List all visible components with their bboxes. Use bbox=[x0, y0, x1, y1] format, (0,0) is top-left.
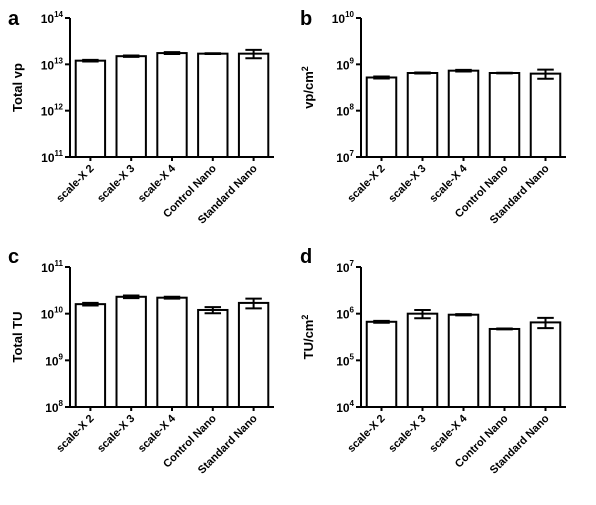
x-category-label: scale-X 3 bbox=[95, 413, 137, 455]
panel-letter: a bbox=[8, 8, 20, 30]
bar bbox=[197, 308, 229, 408]
y-tick-label: 105 bbox=[336, 352, 354, 368]
bar bbox=[156, 52, 188, 158]
y-tick-label: 1011 bbox=[41, 259, 63, 275]
error-bar bbox=[122, 54, 140, 58]
bar bbox=[74, 303, 107, 408]
bar bbox=[488, 72, 521, 158]
x-category-label: scale-X 4 bbox=[136, 162, 179, 205]
y-tick-label: 109 bbox=[45, 352, 63, 368]
error-bar bbox=[414, 308, 431, 320]
x-category-label: scale-X 4 bbox=[136, 412, 179, 455]
error-bar bbox=[245, 297, 262, 310]
bar bbox=[406, 72, 439, 158]
bar bbox=[447, 313, 480, 409]
y-tick-label: 1011 bbox=[41, 149, 63, 165]
error-bar bbox=[496, 327, 513, 331]
error-bar bbox=[414, 71, 431, 75]
x-category-label: scale-X 3 bbox=[386, 413, 428, 455]
x-category-label: scale-X 4 bbox=[427, 412, 470, 455]
bar bbox=[488, 327, 521, 409]
error-bar bbox=[163, 51, 181, 56]
error-bar bbox=[373, 75, 390, 80]
y-tick-label: 107 bbox=[336, 259, 354, 275]
bar bbox=[156, 296, 188, 409]
bar bbox=[447, 69, 480, 158]
x-category-label: scale-X 3 bbox=[386, 163, 428, 205]
y-tick-label: 104 bbox=[336, 399, 354, 415]
error-bar bbox=[82, 301, 99, 307]
bar bbox=[365, 76, 398, 158]
y-axis-label: Total vp bbox=[10, 63, 25, 112]
y-axis-label: TU/cm2 bbox=[300, 315, 316, 360]
error-bar bbox=[82, 58, 99, 63]
bar bbox=[365, 320, 398, 408]
y-tick-label: 108 bbox=[336, 103, 354, 119]
bar bbox=[115, 295, 147, 409]
y-tick-label: 106 bbox=[336, 306, 354, 322]
panel-letter: c bbox=[8, 246, 19, 268]
x-category-label: scale-X 2 bbox=[345, 163, 387, 205]
y-tick-label: 109 bbox=[336, 56, 354, 72]
error-bar bbox=[204, 306, 222, 315]
bar bbox=[529, 72, 562, 158]
bar bbox=[237, 301, 270, 408]
error-bar bbox=[455, 313, 472, 317]
x-category-label: scale-X 2 bbox=[345, 413, 387, 455]
panel-letter: b bbox=[300, 8, 312, 30]
error-bar bbox=[537, 316, 554, 330]
y-tick-label: 108 bbox=[45, 399, 63, 415]
y-tick-label: 1014 bbox=[41, 10, 64, 26]
y-tick-label: 107 bbox=[336, 149, 354, 165]
panel-letter: d bbox=[300, 246, 312, 268]
x-category-label: scale-X 2 bbox=[54, 163, 96, 205]
x-category-label: scale-X 3 bbox=[95, 163, 137, 205]
bar bbox=[529, 321, 562, 408]
bar bbox=[406, 312, 439, 408]
y-axis-label: vp/cm2 bbox=[300, 66, 316, 109]
x-category-label: scale-X 4 bbox=[427, 162, 470, 205]
error-bar bbox=[245, 48, 262, 60]
y-tick-label: 1010 bbox=[332, 10, 355, 26]
bar bbox=[237, 52, 270, 158]
error-bar bbox=[373, 319, 390, 324]
bar bbox=[74, 59, 107, 158]
error-bar bbox=[204, 52, 222, 56]
error-bar bbox=[163, 295, 181, 300]
y-tick-label: 1012 bbox=[41, 103, 64, 119]
error-bar bbox=[455, 68, 472, 73]
error-bar bbox=[122, 294, 140, 300]
error-bar bbox=[496, 71, 513, 75]
bar bbox=[115, 55, 147, 158]
y-tick-label: 1010 bbox=[41, 306, 64, 322]
error-bar bbox=[537, 68, 554, 80]
x-category-label: scale-X 2 bbox=[54, 413, 96, 455]
y-axis-label: Total TU bbox=[10, 311, 25, 362]
bar bbox=[197, 52, 229, 158]
y-tick-label: 1013 bbox=[41, 56, 64, 72]
